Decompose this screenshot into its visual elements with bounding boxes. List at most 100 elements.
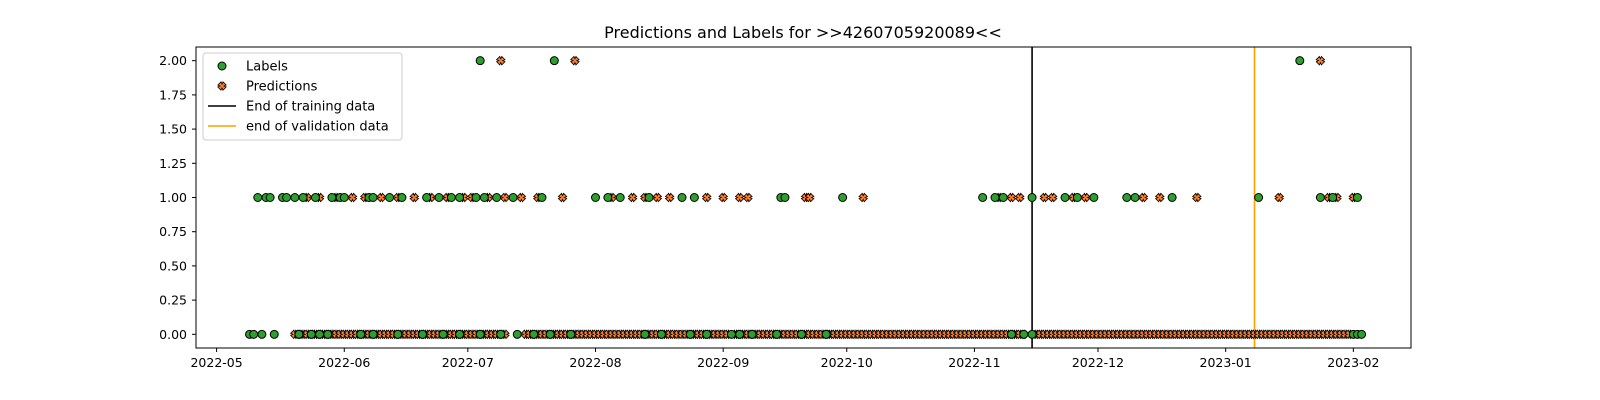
- label-point: [1006, 329, 1016, 339]
- prediction-point: [1080, 192, 1091, 203]
- prediction-point: [1014, 192, 1025, 203]
- label-point: [368, 329, 378, 339]
- prediction-point: [627, 192, 638, 203]
- label-point: [1060, 193, 1070, 202]
- label-point: [492, 193, 502, 202]
- label-point: [1122, 193, 1132, 202]
- label-point: [1352, 193, 1362, 202]
- prediction-point: [1039, 192, 1050, 203]
- y-tick-label: 0.25: [159, 293, 187, 308]
- label-point: [508, 193, 518, 202]
- x-tick-label: 2022-09: [697, 355, 749, 370]
- label-point: [735, 329, 745, 339]
- label-point: [356, 329, 366, 339]
- y-tick-label: 0.00: [159, 327, 187, 342]
- label-point: [290, 193, 300, 202]
- label-point: [1019, 329, 1029, 339]
- legend-label: End of training data: [246, 100, 375, 115]
- prediction-point: [718, 192, 729, 203]
- label-point: [471, 193, 481, 202]
- label-point: [257, 329, 267, 339]
- label-point: [990, 193, 1000, 202]
- x-tick-label: 2022-12: [1072, 355, 1124, 370]
- label-point: [529, 329, 539, 339]
- label-point: [310, 193, 320, 202]
- prediction-point: [652, 192, 663, 203]
- label-point: [549, 56, 559, 66]
- label-point: [455, 329, 465, 339]
- x-tick-label: 2023-02: [1327, 355, 1379, 370]
- label-point: [780, 193, 790, 202]
- label-point: [475, 56, 485, 66]
- y-tick-label: 1.25: [159, 156, 187, 171]
- axes: 0.00 0.25 0.50 0.75 1.00 1.25 1.50 1.75 2.00 2022…: [159, 46, 1412, 370]
- label-point: [323, 329, 333, 339]
- label-point: [434, 193, 444, 202]
- label-point: [1027, 193, 1037, 202]
- label-point: [1328, 193, 1338, 202]
- label-point: [677, 193, 687, 202]
- prediction-point: [734, 192, 745, 203]
- label-point: [1315, 193, 1325, 202]
- prediction-point: [743, 192, 753, 203]
- label-point: [1167, 193, 1177, 202]
- prediction-point: [409, 192, 420, 203]
- label-point: [438, 329, 448, 339]
- prediction-point: [217, 81, 227, 91]
- label-point: [393, 329, 403, 339]
- prediction-point: [664, 192, 675, 203]
- x-tick-label: 2023-01: [1200, 355, 1252, 370]
- label-point: [644, 193, 654, 202]
- label-point: [418, 329, 428, 339]
- x-tick-label: 2022-05: [190, 355, 242, 370]
- prediction-point: [1154, 192, 1165, 203]
- label-point: [838, 193, 848, 202]
- plot-area: [245, 47, 1367, 348]
- label-point: [685, 329, 695, 339]
- y-tick-label: 0.50: [159, 258, 187, 273]
- label-point: [422, 193, 432, 202]
- label-point: [615, 193, 625, 202]
- legend-label: Predictions: [246, 80, 318, 95]
- label-point: [702, 329, 712, 339]
- label-point: [537, 193, 547, 202]
- legend-labels: Labels: [217, 60, 288, 75]
- label-point: [1072, 193, 1082, 202]
- label-point: [1254, 193, 1264, 202]
- label-point: [269, 329, 279, 339]
- legend-validation-line: end of validation data: [208, 120, 389, 135]
- prediction-point: [376, 192, 387, 203]
- prediction-point: [495, 55, 506, 66]
- label-point: [306, 329, 316, 339]
- prediction-point: [1006, 192, 1017, 203]
- label-point: [265, 193, 275, 202]
- label-point: [475, 329, 485, 339]
- x-tick-label: 2022-08: [569, 355, 621, 370]
- prediction-point: [804, 192, 815, 203]
- prediction-point: [570, 55, 580, 66]
- label-point: [294, 329, 304, 339]
- label-point: [1357, 329, 1367, 339]
- label-point: [978, 193, 988, 202]
- prediction-point: [1191, 192, 1202, 203]
- labels-series: [245, 56, 1367, 339]
- label-point: [998, 193, 1008, 202]
- y-tick-label: 0.75: [159, 224, 187, 239]
- label-point: [545, 329, 555, 339]
- prediction-point: [1274, 192, 1285, 203]
- label-point: [656, 329, 666, 339]
- label-point: [796, 329, 806, 339]
- legend: Labels Predictions End of training data end…: [202, 52, 403, 141]
- prediction-point: [858, 192, 869, 203]
- label-point: [253, 193, 263, 202]
- y-tick-label: 1.00: [159, 190, 187, 205]
- prediction-point: [557, 192, 568, 203]
- label-point: [512, 329, 522, 339]
- label-point: [821, 329, 831, 339]
- x-tick-label: 2022-11: [948, 355, 1000, 370]
- prediction-point: [1315, 55, 1326, 66]
- label-point: [1089, 193, 1099, 202]
- prediction-point: [1047, 192, 1058, 203]
- label-point: [747, 329, 757, 339]
- y-tick-label: 1.75: [159, 87, 187, 102]
